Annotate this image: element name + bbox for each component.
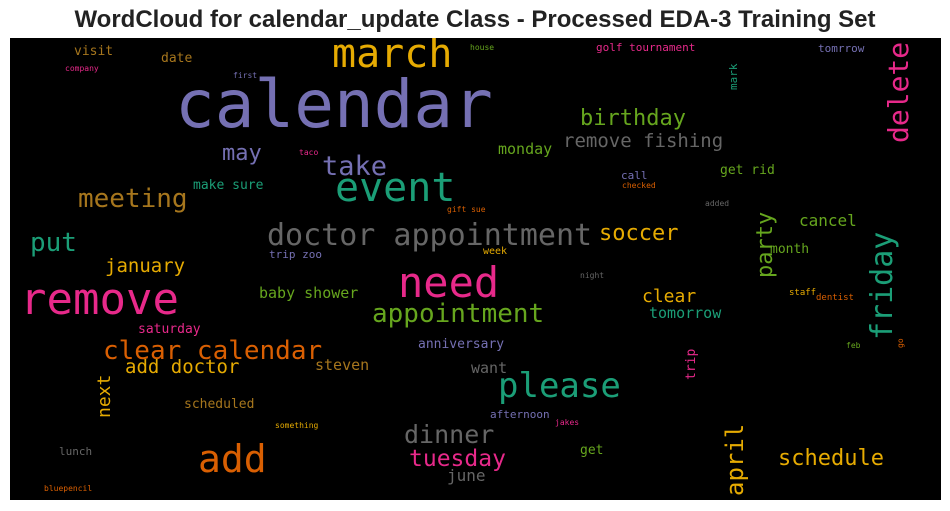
word-event: event [335, 165, 456, 211]
word-make-sure: make sure [193, 178, 264, 193]
word-take: take [322, 151, 388, 182]
word-visit: visit [74, 44, 114, 59]
word-taco: taco [299, 148, 319, 157]
word-add-doctor: add doctor [125, 356, 240, 378]
word-cloud: calendar march event remove need add please doc… [10, 38, 941, 500]
word-may: may [222, 141, 262, 166]
word-remove-fishing: remove fishing [563, 130, 724, 152]
word-next: next [94, 374, 115, 418]
word-monday: monday [498, 140, 553, 158]
word-friday: friday [865, 231, 900, 340]
word-tomorrow: tomorrow [649, 304, 722, 322]
word-month: month [770, 242, 810, 257]
word-cancel: cancel [799, 211, 857, 230]
word-dinner: dinner [404, 420, 495, 449]
word-please: please [498, 366, 621, 406]
word-remove: remove [20, 274, 179, 325]
word-april: april [721, 423, 749, 496]
word-meeting: meeting [78, 184, 188, 214]
word-birthday: birthday [580, 106, 686, 131]
word-delete: delete [882, 41, 915, 143]
word-add: add [198, 437, 267, 481]
word-bluepencil: bluepencil [44, 484, 93, 493]
word-trip-zoo: trip zoo [269, 248, 322, 261]
word-january: january [105, 255, 186, 277]
word-night: night [580, 271, 605, 280]
word-saturday: saturday [138, 322, 201, 337]
word-tuesday: tuesday [409, 446, 506, 472]
word-soccer: soccer [599, 221, 679, 246]
word-first: first [233, 71, 258, 80]
chart-title: WordCloud for calendar_update Class - Pr… [74, 6, 876, 33]
word-go: go [896, 338, 905, 348]
word-dentist: dentist [816, 293, 854, 303]
word-call: call [621, 169, 648, 182]
word-checked: checked [622, 181, 656, 190]
word-house: house [470, 43, 495, 52]
word-lunch: lunch [59, 445, 93, 458]
word-feb: feb [846, 341, 861, 350]
word-appointment: appointment [372, 299, 545, 329]
word-steven: steven [315, 356, 370, 374]
word-week: week [483, 246, 508, 257]
word-afternoon: afternoon [490, 408, 550, 421]
word-get-rid: get rid [720, 163, 775, 178]
word-june: june [447, 466, 486, 485]
word-calendar: calendar [175, 66, 493, 143]
word-staff: staff [789, 288, 817, 298]
word-gift-sue: gift sue [447, 205, 486, 214]
word-mark: mark [727, 63, 740, 91]
word-something: something [275, 421, 319, 430]
word-anniversary: anniversary [418, 337, 505, 352]
word-schedule: schedule [778, 446, 884, 471]
word-golf-tournament: golf tournament [596, 41, 696, 54]
word-get: get [580, 443, 604, 458]
word-need: need [398, 258, 500, 307]
word-clear-calendar: clear calendar [103, 336, 323, 366]
word-clear: clear [642, 286, 697, 307]
word-company: company [65, 64, 99, 73]
word-jakes: jakes [555, 418, 580, 427]
word-tomrrow: tomrrow [818, 42, 865, 55]
word-doctor-appointment: doctor appointment [267, 218, 593, 253]
word-scheduled: scheduled [184, 397, 255, 412]
word-put: put [30, 228, 77, 258]
word-want: want [471, 359, 508, 377]
word-march: march [332, 38, 453, 77]
word-baby-shower: baby shower [259, 284, 359, 302]
word-trip: trip [684, 348, 699, 380]
word-date: date [161, 51, 193, 66]
word-added: added [705, 199, 730, 208]
